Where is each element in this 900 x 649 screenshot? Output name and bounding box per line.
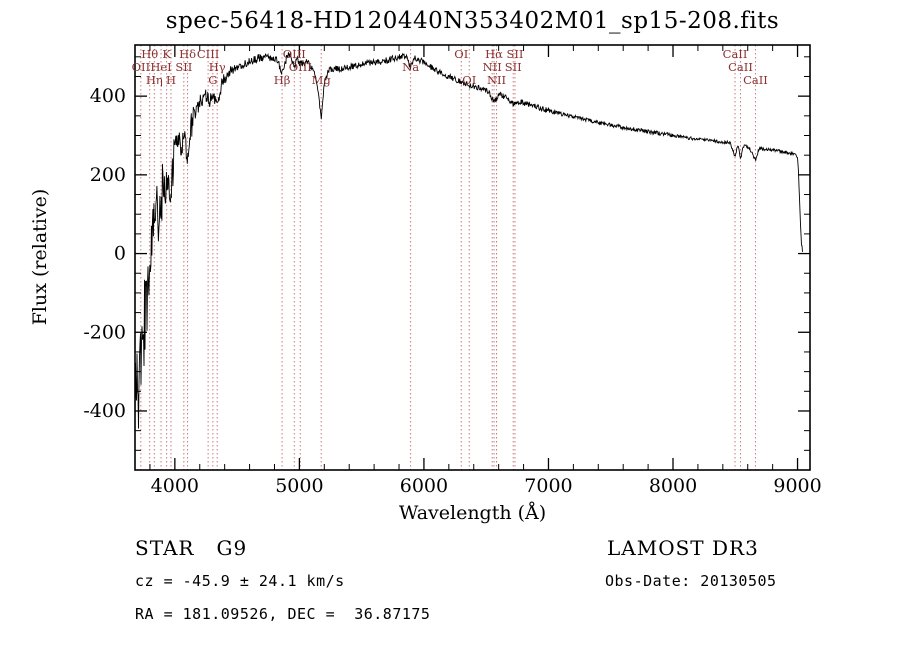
- spectral-line-label: CaII: [723, 47, 748, 61]
- y-tick-label: 400: [90, 85, 126, 107]
- spectral-line-label: Hβ: [274, 73, 291, 87]
- spectral-line-label: SII: [505, 60, 522, 74]
- y-tick-label: 0: [114, 243, 126, 265]
- spectral-line-label: Hη: [146, 73, 163, 87]
- spectral-line-label: Hθ: [141, 47, 158, 61]
- spectral-line-label: G: [208, 73, 217, 87]
- obs-date-label: Obs-Date: 20130505: [605, 572, 777, 590]
- x-tick-label: 4000: [151, 475, 199, 497]
- spectral-line-label: SII: [175, 60, 192, 74]
- x-axis-label: Wavelength (Å): [398, 502, 547, 524]
- spectral-line-label: Hγ: [209, 60, 226, 74]
- spectral-line-label: CaII: [743, 73, 768, 87]
- spectral-line-label: SII: [506, 47, 523, 61]
- ra-dec-label: RA = 181.09526, DEC = 36.87175: [135, 605, 431, 623]
- x-tick-label: 8000: [649, 475, 697, 497]
- y-tick-label: 200: [90, 164, 126, 186]
- x-tick-label: 7000: [524, 475, 572, 497]
- y-tick-label: -200: [83, 321, 126, 343]
- spectral-line-label: OII: [132, 60, 151, 74]
- spectral-line-label: Na: [402, 60, 419, 74]
- radial-velocity-label: cz = -45.9 ± 24.1 km/s: [135, 572, 345, 590]
- spectral-line-label: OI: [462, 73, 476, 87]
- spectral-line-label: NII: [487, 73, 506, 87]
- spectral-line-label: OI: [454, 47, 468, 61]
- spectral-line-label: Mg: [312, 73, 332, 87]
- x-tick-label: 9000: [773, 475, 821, 497]
- spectral-line-label: NII: [483, 60, 502, 74]
- plot-frame: [134, 44, 811, 471]
- spectral-line-label: OIII: [289, 60, 312, 74]
- spectral-line-label: K: [162, 47, 171, 61]
- y-tick-label: -400: [83, 400, 126, 422]
- x-tick-label: 6000: [400, 475, 448, 497]
- survey-label: LAMOST DR3: [607, 536, 759, 560]
- plot-title: spec-56418-HD120440N353402M01_sp15-208.f…: [165, 8, 780, 34]
- x-tick-label: 5000: [275, 475, 323, 497]
- object-class-label: STAR G9: [135, 536, 248, 560]
- spectrum-trace: [134, 51, 803, 429]
- spectral-line-label: HeI: [150, 60, 171, 74]
- spectral-line-label: H: [166, 73, 176, 87]
- spectral-line-label: OIII: [283, 47, 306, 61]
- spectral-line-label: CIII: [197, 47, 219, 61]
- spectral-line-label: Hδ: [179, 47, 196, 61]
- spectral-line-label: Hα: [485, 47, 503, 61]
- spectral-line-label: CaII: [728, 60, 753, 74]
